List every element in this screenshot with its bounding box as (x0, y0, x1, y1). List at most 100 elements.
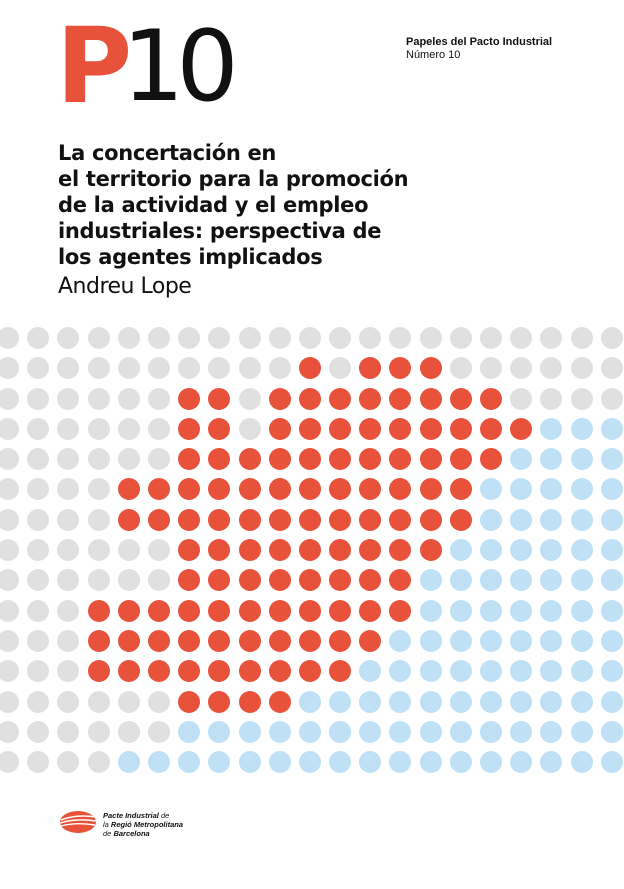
red-dot (359, 357, 382, 380)
blue-dot (419, 569, 442, 592)
red-dot (389, 599, 412, 622)
blue-dot (600, 417, 623, 440)
red-dot (117, 478, 140, 501)
blue-dot (600, 720, 623, 743)
blue-dot (600, 478, 623, 501)
blue-dot (329, 690, 352, 713)
red-dot (208, 417, 231, 440)
blue-dot (570, 569, 593, 592)
red-dot (419, 539, 442, 562)
red-dot (178, 448, 201, 471)
grey-dot (27, 539, 50, 562)
red-dot (389, 569, 412, 592)
author-name: Andreu Lope (58, 274, 192, 299)
red-dot (208, 690, 231, 713)
red-dot (298, 478, 321, 501)
grey-dot (117, 448, 140, 471)
footer-line3-bold: Barcelona (113, 829, 150, 838)
grey-dot (57, 569, 80, 592)
grey-dot (57, 720, 80, 743)
red-dot (298, 569, 321, 592)
red-dot (389, 387, 412, 410)
grey-dot (117, 720, 140, 743)
red-dot (147, 599, 170, 622)
grey-dot (0, 720, 19, 743)
red-dot (298, 417, 321, 440)
blue-dot (238, 751, 261, 774)
grey-dot (359, 327, 382, 349)
red-dot (147, 660, 170, 683)
grey-dot (57, 751, 80, 774)
blue-dot (480, 569, 502, 592)
title-line: de la actividad y el empleo (58, 193, 369, 217)
red-dot (329, 539, 352, 562)
blue-dot (600, 599, 623, 622)
blue-dot (480, 720, 502, 743)
blue-dot (238, 720, 261, 743)
grey-dot (0, 599, 19, 622)
blue-dot (419, 751, 442, 774)
grey-dot (147, 720, 170, 743)
blue-dot (419, 720, 442, 743)
blue-dot (540, 629, 563, 652)
red-dot (238, 629, 261, 652)
blue-dot (359, 660, 382, 683)
title-line: La concertación en (58, 141, 277, 165)
blue-dot (298, 751, 321, 774)
blue-dot (359, 751, 382, 774)
grey-dot (570, 357, 593, 380)
red-dot (419, 387, 442, 410)
blue-dot (510, 599, 533, 622)
blue-dot (540, 417, 563, 440)
red-dot (359, 387, 382, 410)
red-dot (268, 539, 291, 562)
grey-dot (510, 357, 533, 380)
blue-dot (510, 751, 533, 774)
grey-dot (0, 387, 19, 410)
document-title: La concertación en el territorio para la… (58, 140, 458, 270)
grey-dot (87, 569, 110, 592)
blue-dot (298, 720, 321, 743)
grey-dot (87, 478, 110, 501)
red-dot (117, 629, 140, 652)
red-dot (419, 478, 442, 501)
red-dot (329, 508, 352, 531)
grey-dot (27, 751, 50, 774)
blue-dot (510, 539, 533, 562)
red-dot (329, 569, 352, 592)
blue-dot (510, 508, 533, 531)
blue-dot (540, 508, 563, 531)
blue-dot (298, 690, 321, 713)
grey-dot (208, 357, 231, 380)
grey-dot (298, 327, 321, 349)
red-dot (329, 660, 352, 683)
blue-dot (570, 478, 593, 501)
title-line: el territorio para la promoción (58, 167, 409, 191)
grey-dot (0, 417, 19, 440)
red-dot (147, 478, 170, 501)
grey-dot (57, 599, 80, 622)
red-dot (208, 508, 231, 531)
blue-dot (540, 720, 563, 743)
grey-dot (27, 569, 50, 592)
series-info: Papeles del Pacto Industrial Número 10 (406, 36, 552, 62)
blue-dot (419, 660, 442, 683)
grey-dot (87, 508, 110, 531)
pacte-industrial-logo-icon (59, 811, 97, 833)
red-dot (208, 448, 231, 471)
blue-dot (510, 448, 533, 471)
blue-dot (600, 448, 623, 471)
blue-dot (449, 660, 472, 683)
grey-dot (0, 629, 19, 652)
grey-dot (510, 387, 533, 410)
red-dot (147, 508, 170, 531)
grey-dot (87, 387, 110, 410)
red-dot (238, 508, 261, 531)
red-dot (178, 387, 201, 410)
grey-dot (27, 448, 50, 471)
red-dot (268, 387, 291, 410)
grey-dot (540, 327, 563, 349)
red-dot (389, 478, 412, 501)
blue-dot (480, 508, 502, 531)
red-dot (87, 599, 110, 622)
